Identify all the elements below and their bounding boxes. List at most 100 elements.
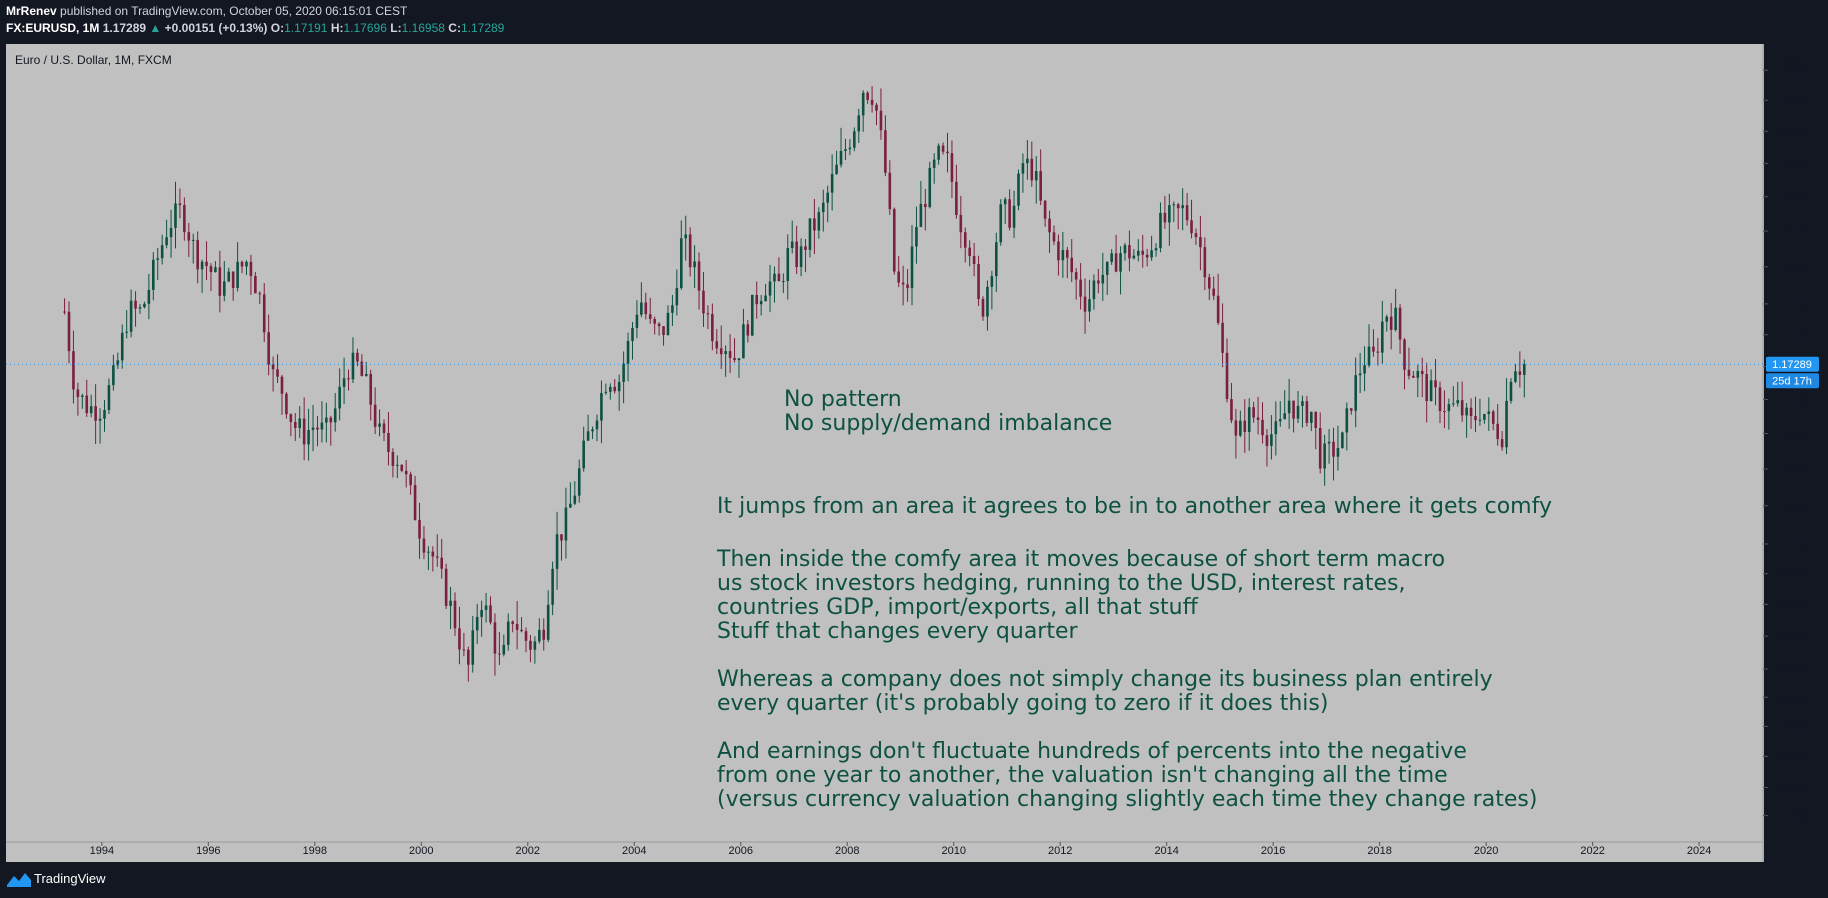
price-tick-label: 1.30000 <box>1772 262 1812 274</box>
candle-body <box>1239 420 1242 436</box>
price-tick-label: 1.13000 <box>1772 394 1812 406</box>
candle-body <box>200 261 204 270</box>
author-name[interactable]: MrRenev <box>6 4 57 18</box>
candle-body <box>1176 204 1180 209</box>
candle-body <box>222 281 226 296</box>
price-tick-label: 0.80000 <box>1772 721 1812 733</box>
candle-body <box>724 351 727 355</box>
candle-body <box>555 534 559 569</box>
candle-body <box>813 218 816 231</box>
currency-label[interactable]: USD <box>1780 53 1801 64</box>
candle-body <box>227 271 231 282</box>
candle-body <box>1021 163 1025 174</box>
candle-body <box>919 203 923 228</box>
candle-body <box>76 389 80 397</box>
candle-body <box>276 369 279 377</box>
candle-body <box>138 307 142 309</box>
candle-body <box>1367 346 1371 366</box>
change-value: +0.00151 (+0.13%) <box>164 21 268 35</box>
time-tick-label: 2024 <box>1687 845 1711 857</box>
open-value: 1.17191 <box>284 21 328 35</box>
candle-body <box>1203 247 1207 278</box>
candle-body <box>333 408 337 423</box>
time-axis[interactable]: 1994 1996 1998 2000 2002 2004 2006 2008 2010 2012… <box>90 842 1712 857</box>
candle-body <box>1083 296 1087 312</box>
candle-body <box>1225 352 1229 400</box>
candle-body <box>1420 370 1424 375</box>
candle-body <box>1425 374 1428 402</box>
candle-body <box>1358 373 1362 376</box>
published-text: published on TradingView.com, October 05… <box>60 4 408 18</box>
time-tick-label: 1998 <box>303 845 327 857</box>
candle-body <box>1336 448 1340 457</box>
candle-body <box>1438 387 1442 412</box>
candle-body <box>910 246 914 289</box>
candle-body <box>1474 416 1477 421</box>
candle-body <box>932 159 936 168</box>
candle-body <box>1385 316 1389 322</box>
candle-body <box>702 290 705 314</box>
footer-brand[interactable]: TradingView <box>34 871 106 886</box>
candle-body <box>254 275 257 294</box>
candle-body <box>1456 400 1460 404</box>
candle-body <box>1079 279 1082 297</box>
candle-body <box>657 323 661 327</box>
candle-body <box>1154 248 1158 251</box>
candle-body <box>444 568 448 606</box>
candle-body <box>990 276 994 287</box>
candle-body <box>768 281 772 296</box>
symbol-label[interactable]: FX:EURUSD, 1M <box>6 21 100 35</box>
price-tick-label: 1.35000 <box>1772 226 1812 238</box>
candle-body <box>675 287 679 306</box>
candle-body <box>1034 171 1038 181</box>
candle-body <box>861 92 865 116</box>
candle-body <box>1092 280 1096 300</box>
candle-body <box>1043 200 1047 219</box>
annotation-earnings: And earnings don't fluctuate hundreds of… <box>717 739 1538 812</box>
candle-body <box>169 227 173 238</box>
candle-body <box>1234 420 1238 436</box>
candle-body <box>1141 250 1145 255</box>
candle-body <box>959 214 963 233</box>
candle-body <box>178 203 182 206</box>
chart-header: MrRenev published on TradingView.com, Oc… <box>0 0 1828 44</box>
time-tick-label: 2022 <box>1580 845 1604 857</box>
time-tick-label: 2008 <box>835 845 859 857</box>
time-tick-label: 2002 <box>516 845 540 857</box>
candle-body <box>1114 253 1118 272</box>
candle-body <box>901 282 905 285</box>
candle-body <box>431 551 435 557</box>
candle-body <box>1412 375 1415 378</box>
candle-body <box>347 378 350 380</box>
candle-body <box>1061 250 1065 261</box>
candle-body <box>662 326 665 336</box>
candle-body <box>1278 419 1282 422</box>
candle-body <box>94 406 97 421</box>
candle-body <box>631 327 634 341</box>
candle-body <box>1274 421 1278 435</box>
candle-body <box>258 293 262 295</box>
candle-body <box>995 242 998 277</box>
candle-body <box>1101 274 1105 284</box>
candle-body <box>1465 407 1468 416</box>
candle-body <box>1287 400 1291 414</box>
candle-body <box>307 429 310 445</box>
candle-body <box>622 363 625 382</box>
candle-body <box>449 600 452 606</box>
candles-group <box>63 86 1526 682</box>
candle-body <box>542 629 546 640</box>
candle-body <box>1522 364 1526 375</box>
price-tick-label: 0.85000 <box>1772 664 1812 676</box>
candle-body <box>458 628 461 650</box>
time-tick-label: 2016 <box>1261 845 1285 857</box>
price-axis[interactable]: 1.60000 1.55000 1.50000 1.45000 1.40000 1.350… <box>1763 65 1812 823</box>
candle-body <box>1199 237 1202 248</box>
chart-area[interactable]: 1.60000 1.55000 1.50000 1.45000 1.40000 1.350… <box>0 44 1828 862</box>
candle-body <box>511 621 514 624</box>
candle-body <box>480 609 483 617</box>
tradingview-logo-icon[interactable] <box>6 870 32 888</box>
candle-body <box>1030 158 1034 181</box>
candle-body <box>475 616 479 631</box>
candle-body <box>870 99 874 105</box>
candle-body <box>125 331 128 333</box>
